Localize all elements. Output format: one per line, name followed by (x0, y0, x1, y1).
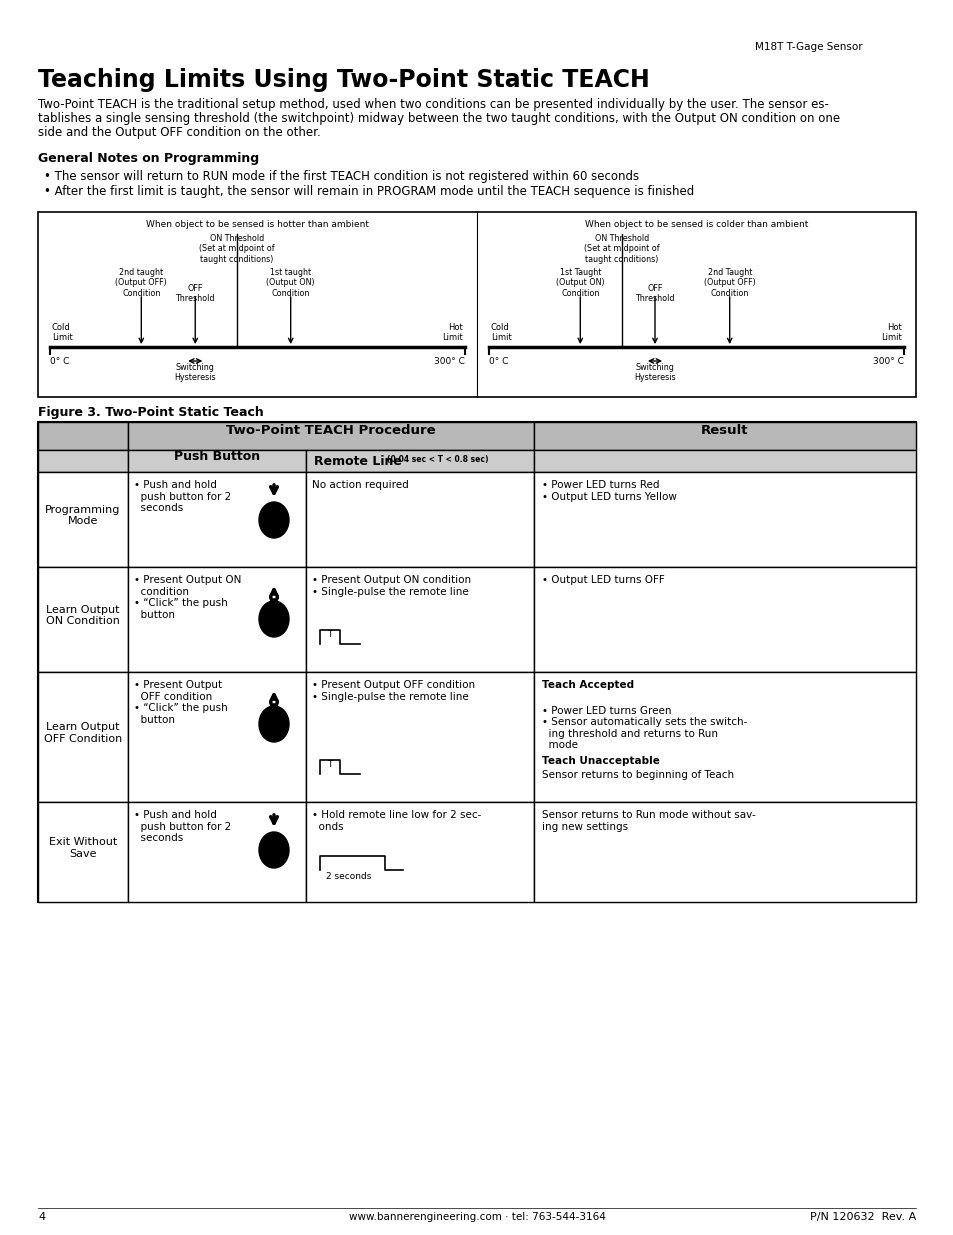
Text: 4: 4 (38, 1212, 45, 1221)
Text: • Power LED turns Red
• Output LED turns Yellow: • Power LED turns Red • Output LED turns… (541, 480, 677, 501)
Text: • Present Output OFF condition
• Single-pulse the remote line: • Present Output OFF condition • Single-… (312, 680, 475, 701)
Text: Hot
Limit: Hot Limit (881, 322, 901, 342)
Bar (128, 567, 306, 672)
Text: OFF
Threshold: OFF Threshold (635, 284, 674, 304)
Text: Teach Unacceptable: Teach Unacceptable (541, 756, 659, 766)
Bar (534, 567, 915, 672)
Text: General Notes on Programming: General Notes on Programming (38, 152, 259, 165)
Bar (306, 472, 534, 567)
Bar (306, 672, 534, 802)
Text: 1st taught
(Output ON)
Condition: 1st taught (Output ON) Condition (266, 268, 314, 298)
Text: • Present Output ON condition
• Single-pulse the remote line: • Present Output ON condition • Single-p… (312, 576, 471, 597)
Bar (534, 472, 915, 567)
Text: Switching
Hysteresis: Switching Hysteresis (174, 363, 215, 383)
Bar (38, 212, 915, 396)
Bar (534, 672, 915, 802)
Text: Sensor returns to beginning of Teach: Sensor returns to beginning of Teach (541, 769, 734, 781)
Bar (306, 567, 534, 672)
Text: 300° C: 300° C (872, 357, 903, 366)
Text: Two-Point TEACH Procedure: Two-Point TEACH Procedure (226, 424, 436, 436)
Text: T: T (327, 760, 333, 769)
Text: Teaching Limits Using Two-Point Static TEACH: Teaching Limits Using Two-Point Static T… (38, 68, 649, 91)
Bar (534, 802, 915, 902)
Text: Teach Accepted: Teach Accepted (541, 680, 634, 690)
Ellipse shape (258, 501, 289, 538)
Text: • Push and hold
  push button for 2
  seconds: • Push and hold push button for 2 second… (133, 810, 231, 844)
Text: Cold
Limit: Cold Limit (491, 322, 511, 342)
Text: When object to be sensed is hotter than ambient: When object to be sensed is hotter than … (146, 220, 369, 228)
Bar (306, 802, 534, 902)
Ellipse shape (258, 601, 289, 637)
Ellipse shape (258, 832, 289, 868)
Text: P/N 120632  Rev. A: P/N 120632 Rev. A (809, 1212, 915, 1221)
Text: Programming
Mode: Programming Mode (45, 505, 121, 526)
Bar (306, 450, 534, 472)
Bar (128, 422, 534, 450)
Text: www.bannerengineering.com · tel: 763-544-3164: www.bannerengineering.com · tel: 763-544… (348, 1212, 605, 1221)
Bar (38, 422, 915, 902)
Text: 2nd taught
(Output OFF)
Condition: 2nd taught (Output OFF) Condition (115, 268, 167, 298)
Text: • After the first limit is taught, the sensor will remain in PROGRAM mode until : • After the first limit is taught, the s… (44, 185, 694, 198)
Text: • Present Output
  OFF condition
• “Click” the push
  button: • Present Output OFF condition • “Click”… (133, 680, 228, 725)
Text: Learn Output
OFF Condition: Learn Output OFF Condition (44, 722, 122, 743)
Bar (38, 422, 128, 450)
Bar (38, 450, 128, 472)
Text: 1st Taught
(Output ON)
Condition: 1st Taught (Output ON) Condition (556, 268, 604, 298)
Text: No action required: No action required (312, 480, 408, 490)
Text: Cold
Limit: Cold Limit (52, 322, 72, 342)
Text: • The sensor will return to RUN mode if the first TEACH condition is not registe: • The sensor will return to RUN mode if … (44, 170, 639, 183)
Bar (128, 472, 306, 567)
Bar (534, 450, 915, 472)
Text: Push Button: Push Button (173, 450, 260, 462)
Text: ON Threshold
(Set at midpoint of
taught conditions): ON Threshold (Set at midpoint of taught … (583, 233, 659, 264)
Text: (0.04 sec < T < 0.8 sec): (0.04 sec < T < 0.8 sec) (387, 454, 488, 464)
Bar (534, 422, 915, 450)
Bar (38, 472, 128, 567)
Bar (38, 672, 128, 802)
Text: When object to be sensed is colder than ambient: When object to be sensed is colder than … (584, 220, 807, 228)
Ellipse shape (258, 706, 289, 742)
Bar (38, 567, 128, 672)
Text: Figure 3. Two-Point Static Teach: Figure 3. Two-Point Static Teach (38, 406, 263, 419)
Text: 300° C: 300° C (434, 357, 464, 366)
Text: Hot
Limit: Hot Limit (442, 322, 462, 342)
Text: • Output LED turns OFF: • Output LED turns OFF (541, 576, 664, 585)
Text: 0° C: 0° C (489, 357, 508, 366)
Text: 2 seconds: 2 seconds (326, 872, 371, 881)
Text: ON Threshold
(Set at midpoint of
taught conditions): ON Threshold (Set at midpoint of taught … (199, 233, 274, 264)
Text: Exit Without
Save: Exit Without Save (49, 837, 117, 858)
Text: Remote Line: Remote Line (314, 454, 401, 468)
Text: tablishes a single sensing threshold (the switchpoint) midway between the two ta: tablishes a single sensing threshold (th… (38, 112, 840, 125)
Text: • Present Output ON
  condition
• “Click” the push
  button: • Present Output ON condition • “Click” … (133, 576, 241, 620)
Text: • Hold remote line low for 2 sec-
  onds: • Hold remote line low for 2 sec- onds (312, 810, 481, 831)
Text: 2nd Taught
(Output OFF)
Condition: 2nd Taught (Output OFF) Condition (703, 268, 755, 298)
Bar (128, 802, 306, 902)
Text: Switching
Hysteresis: Switching Hysteresis (634, 363, 675, 383)
Bar (128, 450, 306, 472)
Bar (38, 802, 128, 902)
Bar (128, 672, 306, 802)
Text: T: T (327, 630, 333, 638)
Text: side and the Output OFF condition on the other.: side and the Output OFF condition on the… (38, 126, 320, 140)
Text: Result: Result (700, 424, 748, 436)
Text: M18T T-Gage Sensor: M18T T-Gage Sensor (754, 42, 862, 52)
Text: Two-Point TEACH is the traditional setup method, used when two conditions can be: Two-Point TEACH is the traditional setup… (38, 98, 828, 111)
Text: • Push and hold
  push button for 2
  seconds: • Push and hold push button for 2 second… (133, 480, 231, 514)
Text: Learn Output
ON Condition: Learn Output ON Condition (46, 605, 120, 626)
Text: Sensor returns to Run mode without sav-
ing new settings: Sensor returns to Run mode without sav- … (541, 810, 755, 831)
Text: 0° C: 0° C (50, 357, 70, 366)
Text: OFF
Threshold: OFF Threshold (175, 284, 214, 304)
Text: • Power LED turns Green
• Sensor automatically sets the switch-
  ing threshold : • Power LED turns Green • Sensor automat… (541, 694, 746, 751)
